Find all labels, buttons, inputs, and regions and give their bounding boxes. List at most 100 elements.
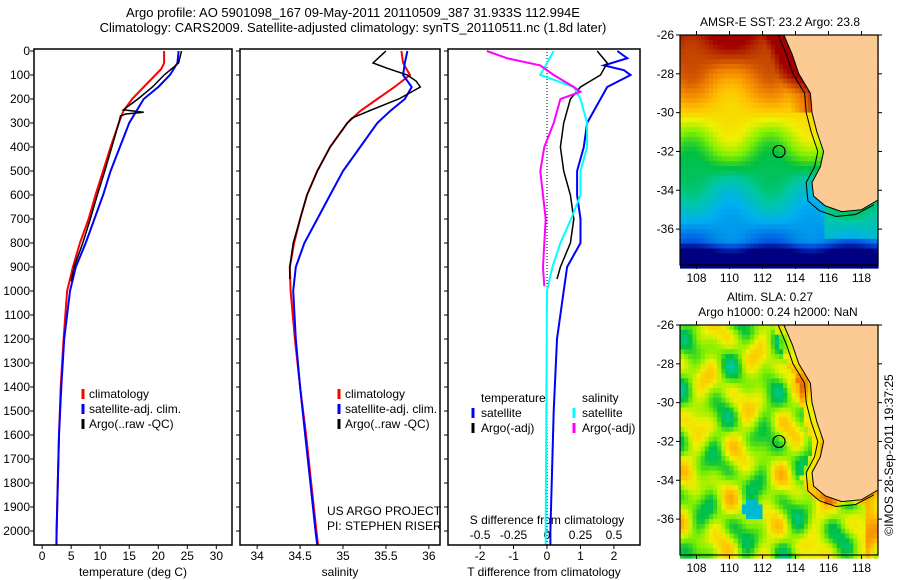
map-cell bbox=[721, 44, 726, 51]
map-cell bbox=[807, 224, 813, 230]
map-cell bbox=[787, 151, 792, 157]
map-cell bbox=[700, 248, 706, 254]
map-cell bbox=[766, 248, 772, 254]
map-cell bbox=[725, 141, 731, 148]
map-cell bbox=[754, 69, 759, 75]
map-cell bbox=[791, 446, 797, 452]
map-cell bbox=[812, 238, 817, 245]
map-cell bbox=[779, 204, 784, 211]
map-cell bbox=[746, 465, 751, 472]
map-cell bbox=[746, 339, 751, 346]
map-cell bbox=[754, 363, 759, 370]
map-cell bbox=[746, 451, 751, 457]
map-cell bbox=[733, 470, 739, 477]
map-cell bbox=[750, 504, 755, 510]
map-cell bbox=[737, 263, 743, 269]
map-cell bbox=[725, 392, 731, 399]
map-cell bbox=[758, 325, 764, 331]
map-cell bbox=[791, 209, 797, 216]
map-cell bbox=[799, 253, 805, 259]
map-cell bbox=[795, 494, 801, 501]
map-cell bbox=[725, 349, 731, 355]
map-cell bbox=[762, 59, 768, 65]
map-cell bbox=[779, 64, 784, 70]
map-cell bbox=[692, 441, 698, 447]
map-cell bbox=[774, 107, 780, 114]
map-cell bbox=[774, 407, 780, 413]
map-cell bbox=[737, 117, 743, 123]
map-cell bbox=[746, 78, 751, 85]
map-cell bbox=[816, 229, 821, 235]
map-cell bbox=[684, 190, 689, 196]
map-cell bbox=[766, 117, 772, 123]
map-cell bbox=[807, 509, 813, 515]
map-cell bbox=[725, 494, 731, 501]
map-cell bbox=[803, 117, 809, 123]
map-cell bbox=[729, 161, 735, 167]
map-cell bbox=[700, 170, 706, 177]
map-cell bbox=[750, 258, 755, 264]
map-cell bbox=[704, 538, 710, 544]
map-cell bbox=[725, 499, 731, 506]
map-cell bbox=[762, 136, 768, 143]
map-cell bbox=[807, 538, 813, 544]
map-cell bbox=[754, 263, 759, 269]
map-cell bbox=[795, 151, 801, 157]
map-cell bbox=[713, 359, 718, 365]
map-cell bbox=[812, 441, 817, 447]
map-cell bbox=[783, 64, 788, 70]
map-cell bbox=[807, 470, 813, 477]
map-cell bbox=[853, 263, 858, 269]
map-cell bbox=[791, 146, 797, 153]
map-cell bbox=[692, 200, 698, 206]
map-cell bbox=[865, 248, 871, 254]
map-cell bbox=[713, 204, 718, 211]
map-cell bbox=[717, 378, 722, 384]
map-cell bbox=[812, 170, 817, 177]
map-cell bbox=[787, 195, 792, 201]
map-cell bbox=[828, 514, 834, 520]
map-cell bbox=[696, 422, 702, 428]
map-cell bbox=[845, 238, 850, 245]
map-cell bbox=[807, 519, 813, 525]
map-cell bbox=[845, 548, 850, 554]
map-cell bbox=[713, 548, 718, 554]
map-cell bbox=[684, 175, 689, 182]
map-cell bbox=[779, 166, 784, 172]
map-cell bbox=[853, 224, 858, 230]
map-cell bbox=[791, 417, 797, 423]
map-cell bbox=[708, 156, 714, 162]
map-cell bbox=[708, 248, 714, 254]
map-cell bbox=[684, 519, 689, 525]
map-cell bbox=[733, 533, 739, 540]
map-cell bbox=[717, 490, 722, 496]
map-cell bbox=[849, 238, 854, 245]
map-cell bbox=[696, 73, 702, 80]
map-cell bbox=[746, 107, 751, 114]
map-cell bbox=[696, 248, 702, 254]
map-cell bbox=[803, 219, 809, 225]
map-cell bbox=[774, 166, 780, 172]
map-cell bbox=[783, 329, 788, 336]
map-cell bbox=[762, 325, 768, 331]
map-cell bbox=[741, 161, 747, 167]
map-cell bbox=[708, 93, 714, 99]
map-cell bbox=[692, 514, 698, 520]
map-cell bbox=[713, 480, 718, 486]
map-cell bbox=[746, 132, 751, 138]
map-cell bbox=[684, 243, 689, 250]
map-cell bbox=[684, 451, 689, 457]
map-cell bbox=[820, 514, 825, 520]
map-cell bbox=[684, 214, 689, 220]
map-cell bbox=[783, 136, 788, 143]
map-cell bbox=[799, 446, 805, 452]
map-cell bbox=[737, 378, 743, 384]
map-cell bbox=[729, 170, 735, 177]
map-cell bbox=[787, 422, 792, 428]
map-cell bbox=[729, 54, 735, 60]
map-cell bbox=[746, 127, 751, 133]
map-cell bbox=[824, 224, 830, 230]
map-cell bbox=[746, 83, 751, 89]
map-cell bbox=[873, 533, 879, 540]
map-cell bbox=[684, 112, 689, 119]
